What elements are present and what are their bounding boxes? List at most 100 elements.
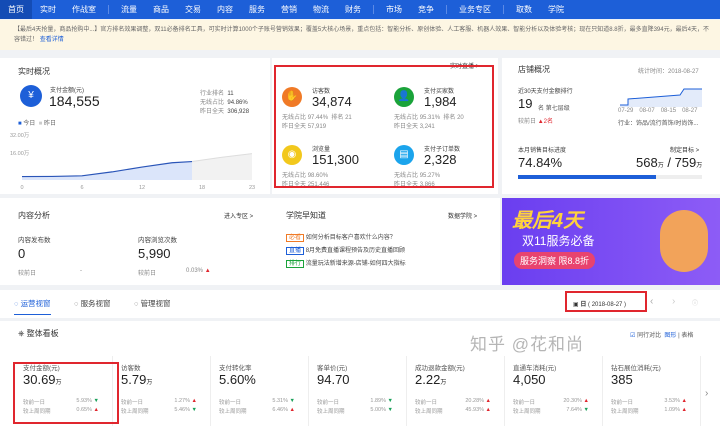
top-nav: 首页 实时 作战室 流量 商品 交易 内容 服务 营销 物流 财务 市场 竞争 业务专区 取数 学院 (0, 0, 720, 19)
rank-label: 近30天支付金额排行 (518, 89, 573, 95)
rank-chart-ticks: 07-29 08-07 08-15 08-27 (618, 108, 703, 114)
board-metric[interactable]: 客单价(元) 94.70 较前一日 1.89% ▼ 较上周同期 5.00% ▼ (309, 356, 407, 426)
next-icon[interactable]: › (672, 296, 676, 307)
target-label: 本月销售目标进度 (518, 148, 567, 154)
notice-link[interactable]: 查看详情 (39, 37, 64, 43)
rt-stat: 无线占比 94.86% (200, 100, 248, 106)
x-tick: 08-15 (660, 108, 677, 114)
tab-1[interactable]: ◌ 服务视窗 (74, 299, 111, 308)
realtime-title: 实时概况 (18, 67, 50, 76)
industry: 行业：饰品/流行首饰/时尚饰... (618, 121, 699, 127)
metric-value: 2,328 (424, 152, 457, 167)
prev-icon[interactable]: ‹ (650, 296, 654, 307)
next-metrics-icon[interactable]: › (705, 388, 709, 399)
nav-item[interactable]: 取数 (516, 5, 532, 14)
nav-item[interactable]: 商品 (153, 5, 169, 14)
board-metric[interactable]: 成功退款金额(元) 2.22万 较前一日 20.28% ▲ 较上周同期 45.93% … (407, 356, 505, 426)
nav-item[interactable]: 流量 (121, 5, 137, 14)
pay-value: 184,555 (49, 93, 100, 109)
metric-value: 34,874 (312, 94, 352, 109)
tab-0[interactable]: ◌ 运营视窗 (14, 298, 51, 315)
nav-item[interactable]: 实时 (40, 5, 56, 14)
y-tick: 16.00万 (10, 150, 30, 157)
nav-item[interactable]: 业务专区 (459, 5, 491, 14)
y-tick: 32.00万 (10, 132, 30, 139)
metric-ratio: 无线占比 95.27% (394, 173, 441, 179)
date-highlight-box (565, 291, 647, 312)
banner-sub: 双11服务必备 (522, 234, 595, 248)
view-tabs: ◌ 运营视窗 ◌ 服务视窗 ◌ 管理视窗 ▣ 日 ( 2018-08-27 ) ‹ … (0, 290, 720, 318)
nav-divider (373, 5, 374, 14)
academy-item[interactable]: 排行 流量玩法新增来源-店铺-如何四大指标 (286, 258, 406, 268)
notice-text: 【最后4天抢量，商品抢购中...】官方排名效果调整，双11必备排名工具，可实时计… (14, 27, 709, 43)
promo-banner[interactable]: 最后4天 双11服务必备 服务洞察 限8.8折 (502, 198, 720, 285)
nav-item[interactable]: 物流 (313, 5, 329, 14)
info-icon[interactable]: ⓘ (692, 301, 699, 307)
series-today-line (21, 160, 193, 178)
metric-value: 151,300 (312, 152, 359, 167)
board-metric[interactable]: 支付转化率 5.60% 较前一日 5.31% ▼ 较上周同期 6.46% ▲ (211, 356, 309, 426)
progress-bar (518, 175, 702, 179)
live-link[interactable]: 实时直播 > (450, 64, 480, 70)
content-card: 内容分析 进入专区 > 内容发布数 0 较前日 - 内容浏览次数 5,990 较前日 0.03… (0, 198, 500, 285)
metric-yesterday: 昨日全天 3,866 (394, 182, 435, 188)
nav-item[interactable]: 营销 (281, 5, 297, 14)
core-metrics-card: 实时直播 > ✋ 访客数 34,874 无线占比 97.44% 排名 21 昨日… (272, 58, 498, 194)
x-tick: 08-07 (639, 108, 655, 114)
rt-stat: 行业排名 11 (200, 91, 234, 97)
nav-item[interactable]: 财务 (345, 5, 361, 14)
board-controls[interactable]: ☑ 同行对比 图形 | 表格 (630, 333, 694, 339)
eye-icon: ◉ (282, 145, 302, 165)
nav-item[interactable]: 内容 (217, 5, 233, 14)
nav-item[interactable]: 服务 (249, 5, 265, 14)
x-tick: 07-29 (618, 108, 634, 114)
x-tick: 12 (139, 185, 145, 191)
legend-today-swatch: ■ (18, 121, 22, 127)
progress-fill (518, 175, 656, 179)
watermark: 知乎 @花和尚 (470, 335, 584, 354)
metric-label: 支付子订单数 (424, 147, 461, 153)
metric-label: 访客数 (312, 89, 331, 95)
date-picker[interactable]: ▣ 日 ( 2018-08-27 ) (573, 302, 627, 308)
metric-ratio: 无线占比 98.60% (282, 173, 329, 179)
set-target-link[interactable]: 制定目标 > (670, 148, 700, 154)
highlight-box (274, 65, 494, 188)
sales-value: 568万 / 759万 (636, 155, 703, 170)
rank-tier: 名 第七层级 (538, 106, 570, 112)
content-link[interactable]: 进入专区 > (224, 214, 254, 220)
tier: 第七层级 (545, 106, 570, 112)
nav-item[interactable]: 市场 (386, 5, 402, 14)
board-card: ⎈ 整体看板 ☑ 同行对比 图形 | 表格 (0, 321, 720, 428)
rank-compare: 较前日 ▲2名 (518, 119, 553, 125)
banner-cta: 服务洞察 限8.8折 (514, 252, 596, 269)
nav-item[interactable]: 作战室 (72, 5, 96, 14)
series-yesterday-area (192, 153, 252, 180)
x-tick: 18 (199, 185, 205, 191)
pay-label: 支付金额(元) (50, 88, 84, 94)
board-metric[interactable]: 钻石展位消耗(元) 385 较前一日 3.53% ▲ 较上周同期 1.09% ▲ (603, 356, 701, 426)
academy-item[interactable]: 必看 如何分析目标客户喜欢什么内容？ (286, 232, 396, 242)
academy-link[interactable]: 数据学院 > (448, 214, 478, 220)
nav-item[interactable]: 交易 (185, 5, 201, 14)
nav-item[interactable]: 首页 (0, 0, 32, 19)
layers-icon: ⎈ (18, 329, 25, 338)
legend-today: 今日 (23, 121, 36, 127)
headset-icon: ◌ (74, 299, 79, 308)
board-metric[interactable]: 访客数 5.79万 较前一日 1.27% ▲ 较上周同期 5.46% ▼ (113, 356, 211, 426)
board-metric[interactable]: 支付金额(元) 30.69万 较前一日 5.93% ▼ 较上周同期 0.65% ▲ (15, 356, 113, 426)
x-tick: 0 (20, 185, 23, 191)
progress-text: 74.84% (518, 155, 563, 170)
nav-item[interactable]: 学院 (548, 5, 564, 14)
board-metric[interactable]: 直通车消耗(元) 4,050 较前一日 20.30% ▲ 较上周同期 7.64% ▼ (505, 356, 603, 426)
academy-item[interactable]: 直播 8月免费直播课程预告及历史直播回顾 (286, 245, 405, 255)
metric-yesterday: 昨日全天 57,919 (282, 124, 327, 130)
metric-label: 浏览量 (312, 147, 331, 153)
metric-yesterday: 昨日全天 3,241 (394, 124, 435, 130)
stat-date: 统计时间：2018-08-27 (638, 69, 699, 75)
store-card: 店铺概况 统计时间：2018-08-27 近30天支付金额排行 19 名 第七层… (502, 58, 720, 194)
metric-yesterday: 昨日全天 251,446 (282, 182, 330, 188)
tab-2[interactable]: ◌ 管理视窗 (134, 299, 171, 308)
nav-item[interactable]: 竞争 (418, 5, 434, 14)
calendar-icon: ▣ (573, 302, 579, 308)
legend: ■ 今日 ■ 昨日 (18, 118, 56, 127)
